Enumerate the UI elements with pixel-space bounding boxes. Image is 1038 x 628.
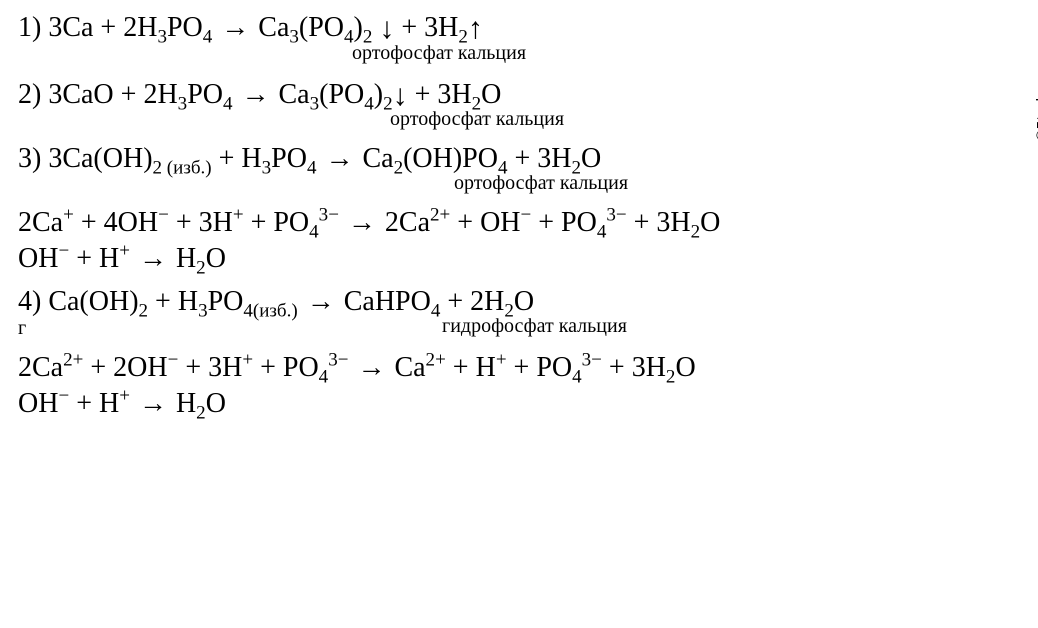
eq2-annotation: ортофосфат кальция: [18, 109, 1026, 129]
equations-block: 1) 3Ca + 2H3PO4 → Ca3(PO4)2 ↓ + 3H2↑ орт…: [0, 0, 1038, 420]
eq4-g-label: г: [18, 317, 26, 340]
equation-2: 2) 3CaO + 2H3PO4 → Ca3(PO4)2↓ + 3H2O: [18, 77, 1026, 112]
ionic-block-1: 2Ca+ + 4OH− + 3H+ + PO43− → 2Ca2+ + OH− …: [18, 207, 1026, 275]
eq4-body: Ca(OH)2 + H3PO4(изб.) → CaHPO4 + 2H2O: [48, 286, 534, 317]
watermark-text: ©5terka.com: [1034, 50, 1038, 141]
eq3-body: 3Ca(OH)2 (изб.) + H3PO4 → Ca2(OH)PO4 + 3…: [48, 143, 601, 174]
equation-4: 4) Ca(OH)2 + H3PO4(изб.) → CaHPO4 + 2H2O…: [18, 286, 1026, 318]
eq2-number: 2): [18, 79, 41, 110]
eq3-number: 3): [18, 143, 41, 174]
equation-1: 1) 3Ca + 2H3PO4 → Ca3(PO4)2 ↓ + 3H2↑: [18, 10, 1026, 45]
ion1-line1: 2Ca+ + 4OH− + 3H+ + PO43− → 2Ca2+ + OH− …: [18, 207, 1026, 239]
eq4-number: 4): [18, 286, 41, 317]
eq2-body: 3CaO + 2H3PO4 → Ca3(PO4)2↓ + 3H2O: [48, 79, 501, 110]
ion2-line1: 2Ca2+ + 2OH− + 3H+ + PO43− → Ca2+ + H+ +…: [18, 352, 1026, 384]
ion2-line2: OH− + H+ → H2O: [18, 388, 1026, 420]
eq4-annotation: гидрофосфат кальция: [18, 316, 1026, 336]
eq1-number: 1): [18, 12, 41, 43]
ion1-line2: OH− + H+ → H2O: [18, 243, 1026, 275]
eq1-body: 3Ca + 2H3PO4 → Ca3(PO4)2 ↓ + 3H2↑: [48, 12, 483, 43]
ionic-block-2: 2Ca2+ + 2OH− + 3H+ + PO43− → Ca2+ + H+ +…: [18, 352, 1026, 420]
equation-3: 3) 3Ca(OH)2 (изб.) + H3PO4 → Ca2(OH)PO4 …: [18, 143, 1026, 175]
eq1-annotation: ортофосфат кальция: [18, 43, 1026, 63]
